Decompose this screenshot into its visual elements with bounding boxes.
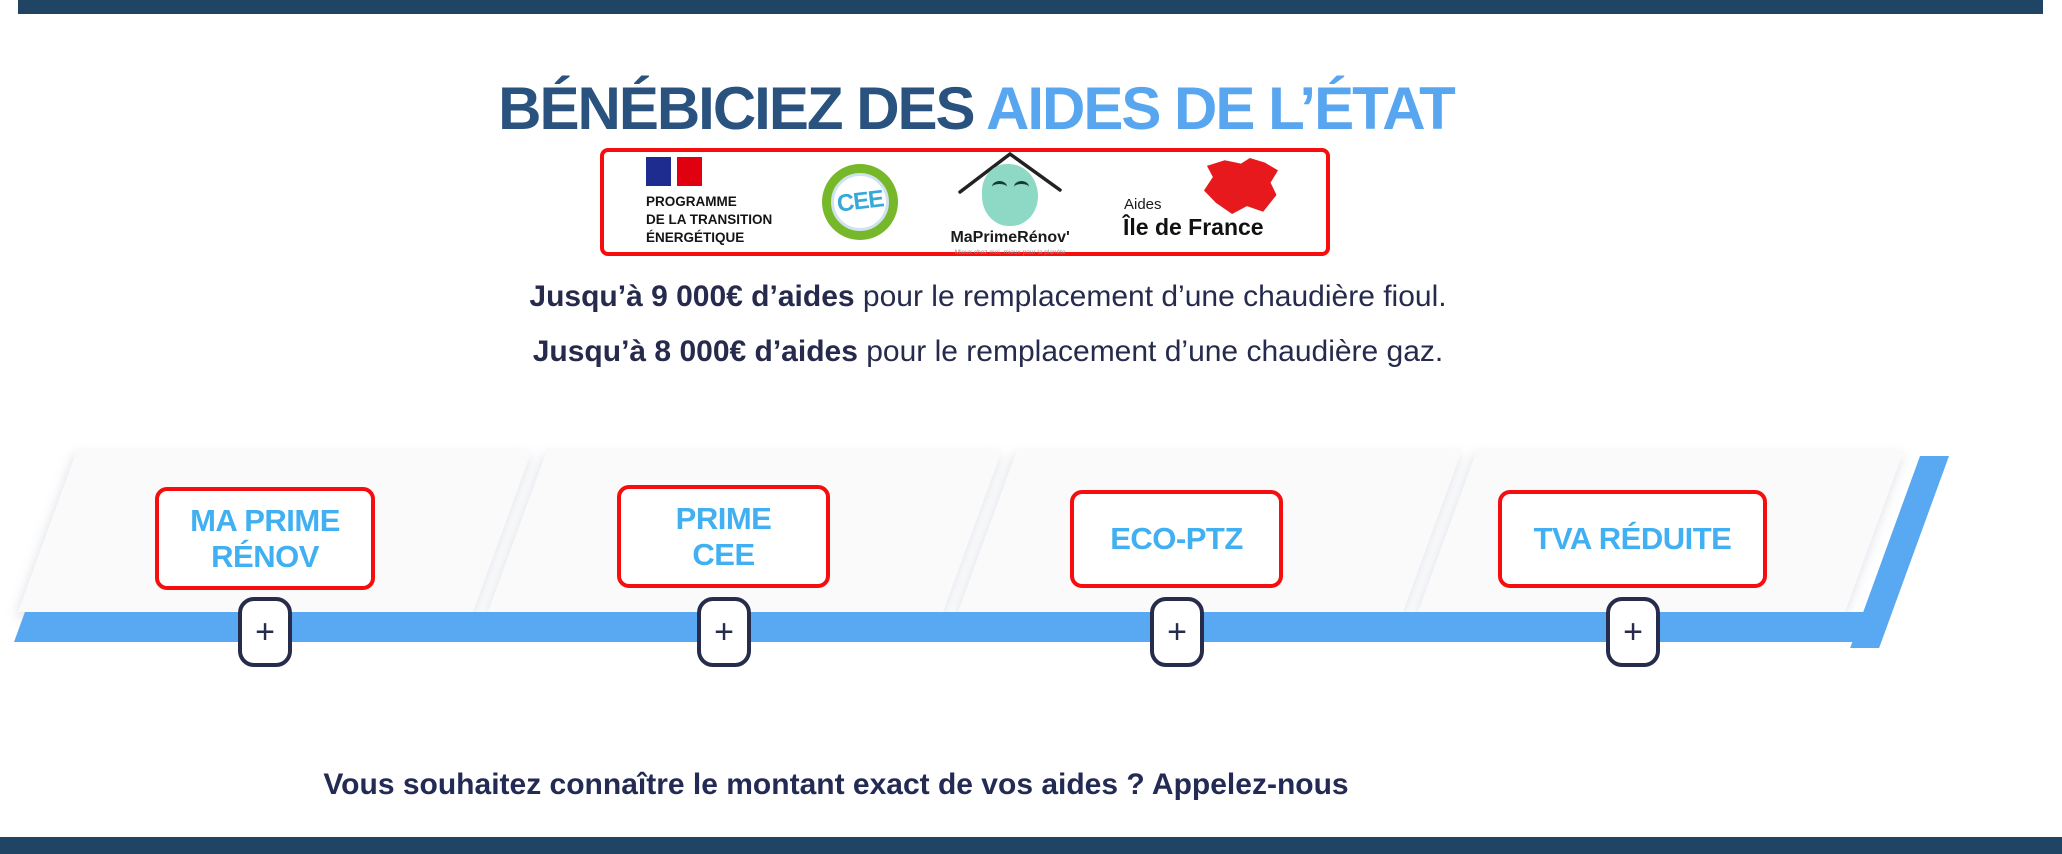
aid-box-label: MA PRIME [190,502,340,538]
aid-box-eco-ptz: ECO-PTZ [1070,490,1283,588]
expand-tva-reduite-button[interactable]: + [1606,597,1660,667]
ile-de-france-map-icon [1203,158,1278,214]
intro-line-fioul: Jusqu’à 9 000€ d’aides pour le remplacem… [0,280,1976,314]
programme-logo-line: DE LA TRANSITION [646,212,773,228]
plus-icon: + [714,612,734,651]
aid-box-label: ECO-PTZ [1110,521,1243,557]
programme-logo-line: ÉNERGÉTIQUE [646,229,745,245]
intro-line-fioul-amount: Jusqu’à 9 000€ d’aides [529,280,855,313]
plus-icon: + [255,612,275,651]
maprimerenov-logo: MaPrimeRénov' Mieux chez moi, mieux pour… [923,148,1098,256]
intro-line-gaz-rest: pour le remplacement d’une chaudière gaz… [857,335,1444,368]
maprimerenov-label: MaPrimeRénov' [950,229,1070,246]
expand-ma-prime-renov-button[interactable]: + [238,597,292,667]
page-title-highlight: AIDES DE L’ÉTAT [986,75,1456,143]
french-flag-icon [646,157,798,187]
programme-transition-energetique-logo: PROGRAMME DE LA TRANSITION ÉNERGÉTIQUE [646,157,798,246]
aid-box-tva-reduite: TVA RÉDUITE [1498,490,1767,588]
partner-logo-banner: PROGRAMME DE LA TRANSITION ÉNERGÉTIQUE C… [600,148,1330,256]
maprimerenov-tagline: Mieux chez moi, mieux pour la planète [954,249,1066,256]
aid-box-label: RÉNOV [211,538,319,574]
intro-line-gaz-amount: Jusqu’à 8 000€ d’aides [532,335,858,368]
intro-line-fioul-rest: pour le remplacement d’une chaudière fio… [854,280,1447,313]
cee-badge-label: CEE [835,185,885,218]
aides-label: Aides [1123,196,1162,213]
cee-badge-icon: CEE [822,164,899,240]
aid-box-label: CEE [692,536,755,572]
aid-box-prime-cee: PRIME CEE [617,485,830,588]
intro-line-gaz: Jusqu’à 8 000€ d’aides pour le remplacem… [0,335,1976,369]
page-title-dark: BÉNÉBICIEZ DES [498,75,987,143]
aid-box-label: TVA RÉDUITE [1533,521,1732,557]
expand-prime-cee-button[interactable]: + [697,597,751,667]
house-roof-icon [958,151,1062,194]
plus-icon: + [1167,612,1187,651]
aides-ile-de-france-logo: Aides Île de France [1122,156,1280,248]
page-title: BÉNÉBICIEZ DES AIDES DE L’ÉTAT [0,74,1952,143]
maprimerenov-face-icon [982,164,1039,226]
aid-box-label: PRIME [675,500,772,536]
aid-box-ma-prime-renov: MA PRIME RÉNOV [155,487,375,590]
cta-text: Vous souhaitez connaître le montant exac… [323,768,1349,801]
expand-eco-ptz-button[interactable]: + [1150,597,1204,667]
bottom-divider-bar [0,837,2062,854]
ile-de-france-label: Île de France [1122,214,1264,240]
top-divider-bar [18,0,2043,14]
programme-logo-line: PROGRAMME [646,194,737,210]
plus-icon: + [1623,612,1643,651]
timeline-bar [14,612,1881,642]
